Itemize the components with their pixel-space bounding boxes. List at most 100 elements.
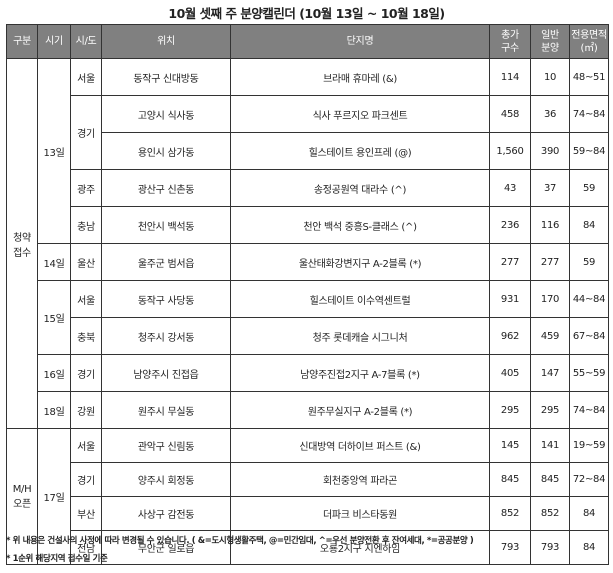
name-cell: 힐스테이트 용인프레 (@) bbox=[230, 132, 490, 170]
total-cell: 405 bbox=[489, 354, 531, 392]
area-cell: 72~84 bbox=[569, 462, 609, 497]
total-cell: 114 bbox=[489, 58, 531, 96]
name-cell: 식사 푸르지오 파크센트 bbox=[230, 95, 490, 133]
location-cell: 남양주시 진접읍 bbox=[101, 354, 231, 392]
table-row: 충남 천안시 백석동 천안 백석 중흥S-클래스 (^) 236 116 84 bbox=[7, 206, 609, 244]
area-cell: 67~84 bbox=[569, 317, 609, 355]
area-cell: 74~84 bbox=[569, 391, 609, 429]
total-cell: 43 bbox=[489, 169, 531, 207]
column-header: 위치 bbox=[101, 24, 231, 59]
location-cell: 무안군 일로읍 bbox=[101, 530, 231, 565]
location-cell: 원주시 무실동 bbox=[101, 391, 231, 429]
header-row: 구분 시기 시/도 위치 단지명 총가 구수 일반 분양 전용면적 (㎡) bbox=[6, 24, 609, 59]
table-row: 14일 울산 울주군 범서읍 울산태화강변지구 A-2블록 (*) 277 277 59 bbox=[7, 243, 609, 281]
table-row: 용인시 삼가동 힐스테이트 용인프레 (@) 1,560 390 59~84 bbox=[7, 132, 609, 170]
general-cell: 295 bbox=[530, 391, 570, 429]
area-cell: 44~84 bbox=[569, 280, 609, 318]
general-cell: 141 bbox=[530, 428, 570, 463]
total-cell: 845 bbox=[489, 462, 531, 497]
location-cell: 용인시 삼가동 bbox=[101, 132, 231, 170]
total-cell: 1,560 bbox=[489, 132, 531, 170]
region-cell: 광주 bbox=[70, 169, 102, 207]
region-cell: 울산 bbox=[70, 243, 102, 281]
date-cell: 14일 bbox=[37, 243, 71, 281]
name-cell: 신대방역 더하이브 퍼스트 (&) bbox=[230, 428, 490, 463]
location-cell: 청주시 강서동 bbox=[101, 317, 231, 355]
area-cell: 84 bbox=[569, 496, 609, 531]
name-cell: 회천중앙역 파라곤 bbox=[230, 462, 490, 497]
column-header: 전용면적 (㎡) bbox=[569, 24, 609, 59]
general-cell: 459 bbox=[530, 317, 570, 355]
location-cell: 천안시 백석동 bbox=[101, 206, 231, 244]
table-row: 광주 광산구 신촌동 송정공원역 대라수 (^) 43 37 59 bbox=[7, 169, 609, 207]
region-cell: 서울 bbox=[70, 58, 102, 96]
location-cell: 울주군 범서읍 bbox=[101, 243, 231, 281]
date-cell: 15일 bbox=[37, 280, 71, 355]
location-cell: 동작구 사당동 bbox=[101, 280, 231, 318]
page-title: 10월 셋째 주 분양캘린더 (10월 13일 ~ 10월 18일) bbox=[168, 6, 445, 21]
date-cell: 16일 bbox=[37, 354, 71, 392]
name-cell: 울산태화강변지구 A-2블록 (*) bbox=[230, 243, 490, 281]
region-cell: 부산 bbox=[70, 496, 102, 531]
general-cell: 37 bbox=[530, 169, 570, 207]
general-cell: 10 bbox=[530, 58, 570, 96]
column-header: 시기 bbox=[37, 24, 71, 59]
table-row: 18일 강원 원주시 무실동 원주무실지구 A-2블록 (*) 295 295 74~84 bbox=[7, 391, 609, 429]
table-row: 청약 접수 13일 서울 동작구 신대방동 브라매 휴마레 (&) 114 10 48~51 bbox=[6, 58, 609, 429]
date-cell: 13일 bbox=[37, 58, 71, 244]
table-row: 경기 고양시 식사동 식사 푸르지오 파크센트 458 36 74~84 bbox=[7, 95, 609, 170]
region-cell: 강원 bbox=[70, 391, 102, 429]
region-cell: 충북 bbox=[70, 317, 102, 355]
region-cell: 경기 bbox=[70, 462, 102, 497]
area-cell: 74~84 bbox=[569, 95, 609, 133]
location-cell: 동작구 신대방동 bbox=[101, 58, 231, 96]
column-header: 시/도 bbox=[70, 24, 102, 59]
general-cell: 36 bbox=[530, 95, 570, 133]
column-header: 총가 구수 bbox=[489, 24, 531, 59]
area-cell: 19~59 bbox=[569, 428, 609, 463]
region-cell: 서울 bbox=[70, 280, 102, 318]
region-cell: 경기 bbox=[70, 95, 102, 170]
total-cell: 931 bbox=[489, 280, 531, 318]
table-row: 16일 경기 남양주시 진접읍 남양주진접2지구 A-7블록 (*) 405 147 55~… bbox=[7, 354, 609, 392]
area-cell: 59~84 bbox=[569, 132, 609, 170]
total-cell: 793 bbox=[489, 530, 531, 565]
area-cell: 59 bbox=[569, 243, 609, 281]
general-cell: 390 bbox=[530, 132, 570, 170]
general-cell: 845 bbox=[530, 462, 570, 497]
general-cell: 277 bbox=[530, 243, 570, 281]
table-row: 부산 사상구 감전동 더파크 비스타동원 852 852 84 bbox=[7, 496, 609, 531]
area-cell: 84 bbox=[569, 206, 609, 244]
name-cell: 힐스테이트 이수역센트럴 bbox=[230, 280, 490, 318]
total-cell: 145 bbox=[489, 428, 531, 463]
total-cell: 277 bbox=[489, 243, 531, 281]
location-cell: 고양시 식사동 bbox=[101, 95, 231, 133]
total-cell: 458 bbox=[489, 95, 531, 133]
total-cell: 852 bbox=[489, 496, 531, 531]
general-cell: 170 bbox=[530, 280, 570, 318]
table-row: 충북 청주시 강서동 청주 롯데캐슬 시그니처 962 459 67~84 bbox=[7, 317, 609, 355]
column-header: 구분 bbox=[6, 24, 38, 59]
footnote-legend: * 위 내용은 건설사의 사정에 따라 변경될 수 있습니다. ( &=도시형생… bbox=[6, 536, 474, 546]
area-cell: 59 bbox=[569, 169, 609, 207]
area-cell: 84 bbox=[569, 530, 609, 565]
total-cell: 236 bbox=[489, 206, 531, 244]
sales-calendar-table: 구분 시기 시/도 위치 단지명 총가 구수 일반 분양 전용면적 (㎡) 청약 접수 13일 서… bbox=[6, 24, 609, 565]
general-cell: 147 bbox=[530, 354, 570, 392]
location-cell: 광산구 신촌동 bbox=[101, 169, 231, 207]
name-cell: 브라매 휴마레 (&) bbox=[230, 58, 490, 96]
region-cell: 충남 bbox=[70, 206, 102, 244]
name-cell: 오룡2지구 지엔하임 bbox=[230, 530, 490, 565]
name-cell: 청주 롯데캐슬 시그니처 bbox=[230, 317, 490, 355]
table-row: 15일 서울 동작구 사당동 힐스테이트 이수역센트럴 931 170 44~84 bbox=[7, 280, 609, 355]
table-row: 전남 무안군 일로읍 오룡2지구 지엔하임 793 793 84 bbox=[7, 530, 609, 565]
name-cell: 남양주진접2지구 A-7블록 (*) bbox=[230, 354, 490, 392]
total-cell: 962 bbox=[489, 317, 531, 355]
location-cell: 양주시 회정동 bbox=[101, 462, 231, 497]
location-cell: 사상구 감전동 bbox=[101, 496, 231, 531]
general-cell: 116 bbox=[530, 206, 570, 244]
category-cell: M/H 오픈 bbox=[6, 428, 38, 565]
table-row: M/H 오픈 17일 서울 관악구 신림동 신대방역 더하이브 퍼스트 (&) 145 14… bbox=[6, 428, 609, 565]
area-cell: 55~59 bbox=[569, 354, 609, 392]
footnote-date-basis: * 1순위 해당지역 접수일 기준 bbox=[6, 554, 108, 564]
